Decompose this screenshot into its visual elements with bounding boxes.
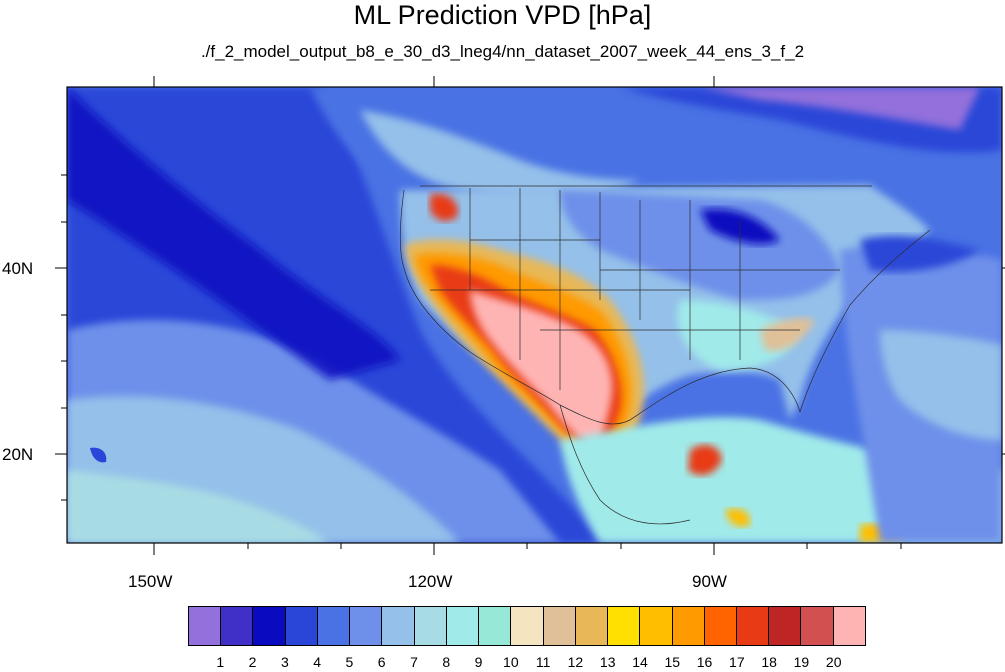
vpd-map (55, 76, 1005, 555)
colorbar-swatch (672, 607, 705, 645)
colorbar-swatch (511, 607, 544, 645)
colorbar (188, 606, 866, 646)
colorbar-label: 8 (442, 654, 451, 670)
colorbar-swatch (833, 607, 865, 645)
colorbar-swatch (285, 607, 318, 645)
colorbar-label: 6 (377, 654, 386, 670)
lat-label-40n: 40N (2, 259, 34, 278)
colorbar-label: 1 (216, 654, 225, 670)
colorbar-swatch (382, 607, 415, 645)
colorbar-label: 18 (761, 654, 777, 670)
colorbar-label: 11 (535, 654, 551, 670)
colorbar-label: 7 (410, 654, 418, 670)
colorbar-swatch (704, 607, 737, 645)
colorbar-swatch (221, 607, 254, 645)
lat-label-20n: 20N (2, 445, 34, 464)
colorbar-label: 2 (248, 654, 257, 670)
colorbar-swatch (350, 607, 383, 645)
colorbar-swatch (317, 607, 351, 645)
colorbar-swatch (608, 607, 641, 645)
colorbar-swatch (446, 607, 480, 645)
colorbar-label: 20 (825, 654, 842, 670)
colorbar-label: 5 (345, 654, 354, 670)
colorbar-swatch (801, 607, 834, 645)
colorbar-label: 12 (567, 654, 584, 670)
colorbar-label: 19 (793, 654, 810, 670)
colorbar-swatch (414, 607, 447, 645)
colorbar-label: 4 (313, 654, 322, 670)
colorbar-swatch (543, 607, 576, 645)
colorbar-label: 14 (632, 654, 648, 670)
colorbar-swatch (736, 607, 770, 645)
colorbar-label: 16 (696, 654, 713, 670)
colorbar-swatch (575, 607, 609, 645)
colorbar-label: 10 (503, 654, 519, 670)
vpd-field (67, 87, 1002, 543)
chart-subtitle: ./f_2_model_output_b8_e_30_d3_lneg4/nn_d… (200, 42, 805, 61)
colorbar-swatch (479, 607, 512, 645)
colorbar-label: 15 (664, 654, 681, 670)
colorbar-label: 13 (599, 654, 616, 670)
axis-ticks (55, 76, 1005, 555)
lon-label-90w: 90W (692, 572, 727, 591)
lon-label-150w: 150W (128, 572, 173, 591)
colorbar-swatch (769, 607, 802, 645)
colorbar-label: 3 (280, 654, 289, 670)
colorbar-label: 9 (474, 654, 483, 670)
boundary-lines (399, 185, 931, 525)
colorbar-swatch (189, 607, 222, 645)
chart-title: ML Prediction VPD [hPa] (353, 0, 652, 30)
colorbar-swatch (253, 607, 286, 645)
colorbar-label: 17 (729, 654, 745, 670)
lon-label-120w: 120W (408, 572, 453, 591)
colorbar-swatch (640, 607, 673, 645)
